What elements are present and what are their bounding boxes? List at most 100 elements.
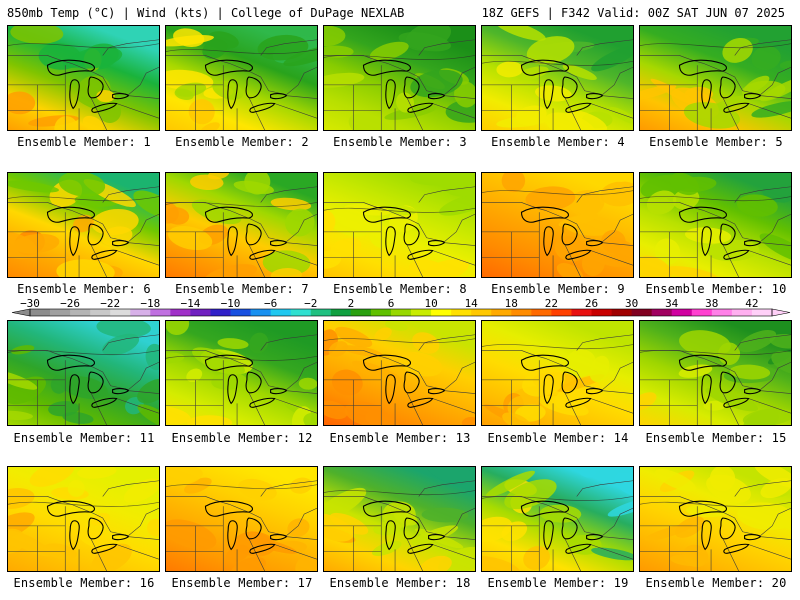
great-lakes-outline <box>91 543 118 554</box>
temperature-contour-fill <box>369 41 409 61</box>
temperature-contour-fill <box>303 412 317 425</box>
state-border <box>286 95 317 99</box>
colorbar-swatch <box>551 309 572 316</box>
great-lakes-outline <box>543 226 554 257</box>
state-border <box>418 334 475 351</box>
temperature-field-map <box>324 321 475 425</box>
temperature-contour-fill <box>454 81 475 108</box>
great-lakes-outline <box>586 93 604 100</box>
colorbar-tick-label: −30 <box>20 297 40 310</box>
colorbar-swatch <box>691 309 713 316</box>
state-border <box>116 398 159 414</box>
state-border <box>432 398 475 414</box>
temperature-contour-fill <box>495 26 546 41</box>
temperature-contour-fill <box>737 502 791 530</box>
state-border <box>432 544 475 560</box>
great-lakes-outline <box>520 354 569 371</box>
colorbar-swatch <box>350 309 372 316</box>
state-border <box>274 250 317 266</box>
temperature-contour-fill <box>29 467 75 487</box>
great-lakes-outline <box>407 249 434 260</box>
temperature-contour-fill <box>679 330 731 357</box>
state-border <box>102 480 159 497</box>
colorbar-swatch <box>611 309 633 316</box>
height-contour-line <box>640 43 791 49</box>
temperature-field-map <box>166 173 317 277</box>
state-border <box>590 250 633 266</box>
temperature-contour-fill <box>324 250 342 269</box>
colorbar-swatch <box>170 309 191 316</box>
state-border <box>640 55 791 95</box>
temperature-field-map <box>324 173 475 277</box>
great-lakes-outline <box>112 534 130 541</box>
temperature-contour-fill <box>186 415 233 425</box>
state-border <box>166 350 317 390</box>
great-lakes-outline <box>249 249 276 260</box>
temperature-contour-fill <box>678 364 713 378</box>
temperature-contour-fill <box>348 113 395 130</box>
temperature-contour-fill <box>48 401 80 417</box>
great-lakes-outline <box>719 517 736 540</box>
temperature-contour-fill <box>91 543 132 571</box>
great-lakes-outline <box>204 59 253 76</box>
great-lakes-outline <box>91 102 118 113</box>
ensemble-member-label: Ensemble Member: 17 <box>171 576 313 590</box>
temperature-field-map <box>640 321 791 425</box>
temperature-contour-fill <box>175 82 207 97</box>
temperature-contour-fill <box>184 477 212 494</box>
colorbar-swatch <box>90 309 111 316</box>
temperature-contour-fill <box>291 406 312 425</box>
ensemble-member-label: Ensemble Member: 12 <box>171 431 313 445</box>
great-lakes-outline <box>249 102 276 113</box>
temperature-contour-fill <box>96 321 151 338</box>
state-border <box>734 480 791 497</box>
ensemble-member-label: Ensemble Member: 1 <box>17 135 151 149</box>
colorbar-swatch <box>330 309 352 316</box>
state-border <box>248 97 265 130</box>
temperature-contour-fill <box>422 259 469 277</box>
state-border <box>482 496 633 536</box>
state-border <box>286 242 317 246</box>
temperature-contour-fill <box>601 236 633 262</box>
temperature-contour-fill <box>69 46 123 69</box>
colorbar-end-arrow <box>11 308 31 317</box>
ensemble-map-panel <box>165 466 318 572</box>
state-border <box>260 186 317 203</box>
state-border <box>602 95 633 99</box>
great-lakes-outline <box>678 354 727 371</box>
state-border <box>432 103 475 119</box>
temperature-contour-fill <box>374 327 392 341</box>
state-border <box>274 544 317 560</box>
great-lakes-outline <box>744 240 762 247</box>
temperature-contour-fill <box>421 507 469 523</box>
state-border <box>8 84 38 130</box>
ensemble-member-label: Ensemble Member: 2 <box>175 135 309 149</box>
colorbar-swatch <box>751 309 773 316</box>
great-lakes-outline <box>723 397 750 408</box>
temperature-contour-fill <box>324 487 367 521</box>
height-contour-line <box>8 196 159 202</box>
colorbar-swatch <box>451 309 472 316</box>
state-border <box>116 103 159 119</box>
temperature-contour-fill <box>591 547 633 561</box>
temperature-contour-fill <box>729 364 771 380</box>
temperature-contour-fill <box>123 478 159 503</box>
height-contour-line <box>166 49 317 55</box>
temperature-contour-fill <box>287 518 310 537</box>
great-lakes-outline <box>723 543 750 554</box>
ensemble-member-label: Ensemble Member: 16 <box>13 576 155 590</box>
ensemble-member-label: Ensemble Member: 5 <box>649 135 783 149</box>
state-border <box>128 536 159 540</box>
temperature-field-map <box>8 467 159 571</box>
state-border <box>734 39 791 56</box>
state-border <box>128 242 159 246</box>
ensemble-member-label: Ensemble Member: 18 <box>329 576 471 590</box>
colorbar-swatch <box>30 309 51 316</box>
temperature-field-map <box>640 173 791 277</box>
temperature-contour-fill <box>426 467 473 485</box>
temperature-contour-fill <box>58 173 106 197</box>
state-border <box>576 334 633 351</box>
colorbar-tick-label: −6 <box>264 297 277 310</box>
state-border <box>576 480 633 497</box>
temperature-contour-fill <box>706 474 751 503</box>
